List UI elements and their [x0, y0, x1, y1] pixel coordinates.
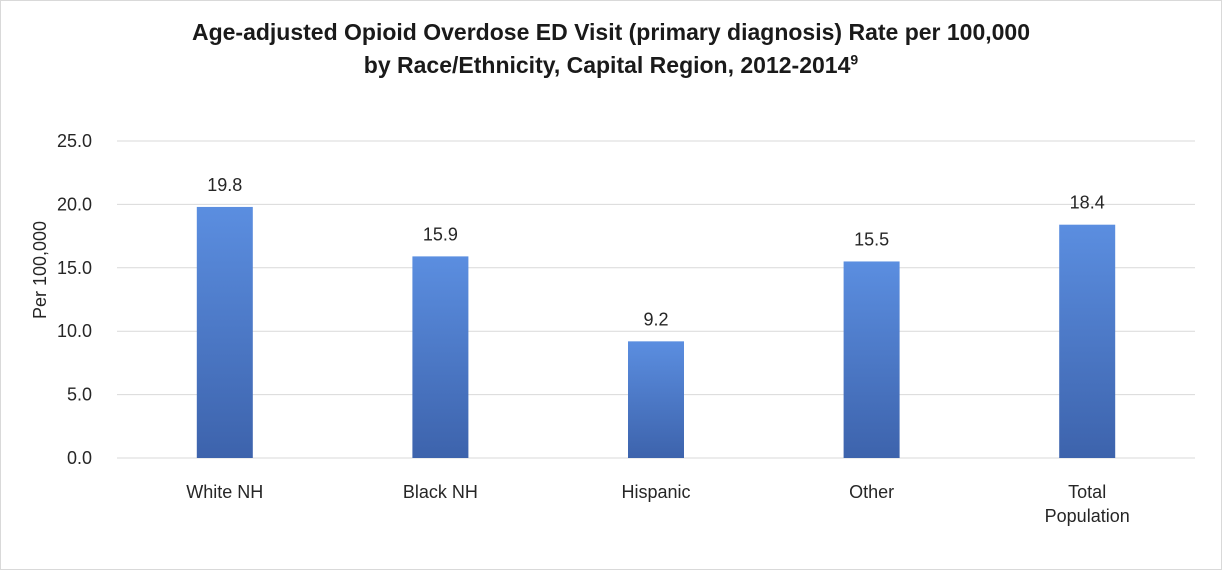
- chart-title-footnote: 9: [850, 51, 859, 68]
- data-label: 15.9: [423, 224, 458, 244]
- y-tick-label: 25.0: [57, 131, 92, 151]
- bar-white-nh: [196, 206, 253, 458]
- x-tick-label: Hispanic: [621, 482, 690, 502]
- y-tick-label: 15.0: [57, 258, 92, 278]
- x-axis-ticks: White NH Black NH Hispanic Other Total Popula…: [186, 482, 1129, 526]
- y-tick-label: 5.0: [67, 385, 92, 405]
- bar-black-nh: [412, 256, 469, 458]
- data-label: 18.4: [1070, 193, 1105, 213]
- chart-title-line1: Age-adjusted Opioid Overdose ED Visit (p…: [191, 19, 1031, 45]
- data-label: 19.8: [207, 175, 242, 195]
- y-tick-label: 0.0: [67, 448, 92, 468]
- bar-hispanic: [628, 341, 684, 458]
- data-label: 9.2: [643, 309, 668, 329]
- bars: [196, 206, 1116, 458]
- y-axis-label: Per 100,000: [30, 221, 50, 319]
- data-labels: 19.8 15.9 9.2 15.5 18.4: [207, 175, 1104, 329]
- chart-title: Age-adjusted Opioid Overdose ED Visit (p…: [0, 16, 1222, 82]
- bar-other: [843, 261, 900, 458]
- x-tick-label: Other: [849, 482, 894, 502]
- chart-title-line2: by Race/Ethnicity, Capital Region, 2012-…: [363, 52, 851, 78]
- bar-total-population: [1059, 224, 1116, 458]
- y-axis-ticks: 0.0 5.0 10.0 15.0 20.0 25.0: [57, 131, 92, 468]
- data-label: 15.5: [854, 229, 889, 249]
- y-tick-label: 20.0: [57, 194, 92, 214]
- x-tick-label: White NH: [186, 482, 263, 502]
- y-tick-label: 10.0: [57, 321, 92, 341]
- x-tick-label: Total Population: [1045, 482, 1130, 526]
- x-tick-label: Black NH: [403, 482, 478, 502]
